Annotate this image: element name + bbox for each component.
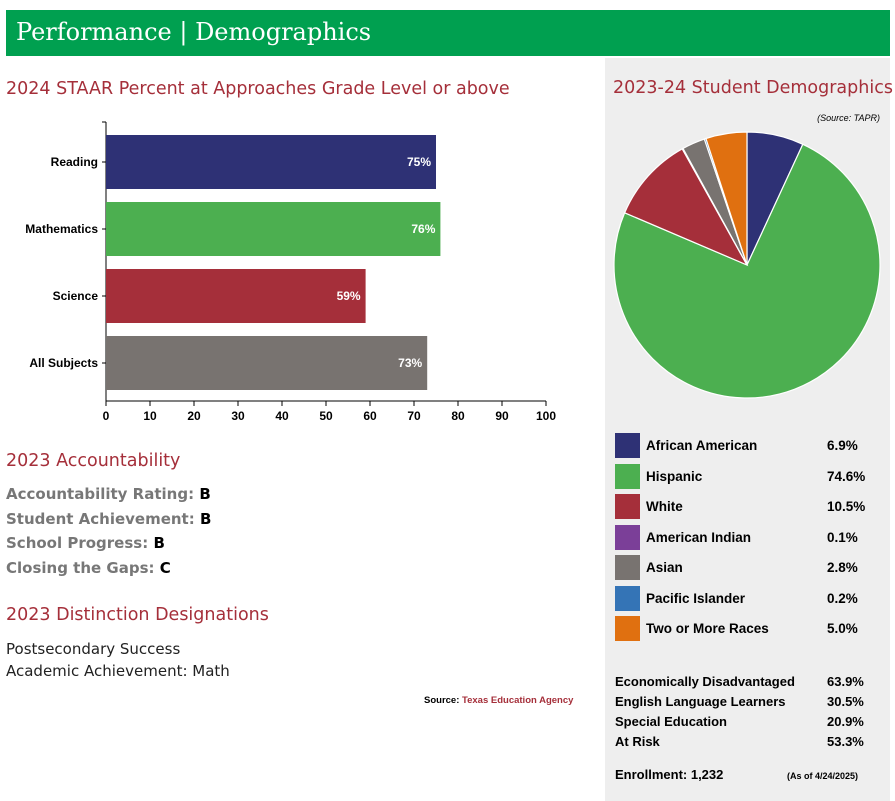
school-progress-row: School Progress: B — [6, 534, 165, 552]
bar-value-label: 76% — [411, 222, 435, 236]
distinction-item: Academic Achievement: Math — [6, 662, 230, 680]
accountability-rating-label: Accountability Rating: — [6, 485, 195, 503]
stat-economically-disadvantaged: Economically Disadvantaged 63.9% — [615, 674, 880, 694]
legend-value: 5.0% — [827, 621, 858, 636]
pie-slice-two-or-more-races — [705, 131, 748, 266]
legend-swatch — [615, 586, 640, 611]
legend-item-white: White 10.5% — [615, 494, 880, 520]
bar-all-subjects — [106, 336, 428, 390]
demographics-pie-chart — [613, 131, 881, 399]
accountability-rating-row: Accountability Rating: B — [6, 485, 211, 503]
stat-value: 53.3% — [827, 734, 864, 749]
pie-slice-hispanic — [613, 143, 881, 399]
x-tick-label: 20 — [187, 409, 201, 423]
legend-swatch — [615, 494, 640, 519]
stat-label: Economically Disadvantaged — [615, 674, 795, 689]
stat-label: Special Education — [615, 714, 727, 729]
legend-item-asian: Asian 2.8% — [615, 555, 880, 581]
source-note: Source: Texas Education Agency — [424, 695, 573, 706]
stat-label: At Risk — [615, 734, 660, 749]
stat-at-risk: At Risk 53.3% — [615, 734, 880, 754]
bar-value-label: 75% — [407, 155, 431, 169]
demographics-panel: 2023-24 Student Demographics (Source: TA… — [605, 58, 893, 801]
student-achievement-row: Student Achievement: B — [6, 510, 211, 528]
enrollment-as-of: (As of 4/24/2025) — [787, 771, 859, 781]
legend-label: Asian — [646, 560, 683, 575]
stat-special-education: Special Education 20.9% — [615, 714, 880, 734]
x-tick-label: 100 — [536, 409, 556, 423]
legend-value: 74.6% — [827, 469, 866, 484]
legend-value: 0.1% — [827, 530, 858, 545]
x-tick-label: 90 — [495, 409, 509, 423]
source-link[interactable]: Texas Education Agency — [462, 695, 574, 706]
enrollment-count: Enrollment: 1,232 — [615, 767, 724, 782]
legend-item-pacific-islander: Pacific Islander 0.2% — [615, 586, 880, 612]
x-tick-label: 0 — [103, 409, 110, 423]
legend-swatch — [615, 616, 640, 641]
legend-label: American Indian — [646, 530, 752, 545]
legend-value: 10.5% — [827, 499, 866, 514]
legend-swatch — [615, 555, 640, 580]
staar-chart-title: 2024 STAAR Percent at Approaches Grade L… — [6, 79, 510, 99]
x-tick-label: 50 — [319, 409, 333, 423]
school-progress-label: School Progress: — [6, 534, 149, 552]
page-title: Performance | Demographics — [16, 18, 372, 46]
x-tick-label: 70 — [407, 409, 421, 423]
legend-item-american-indian: American Indian 0.1% — [615, 525, 880, 551]
bar-science — [106, 269, 366, 323]
demographics-title: 2023-24 Student Demographics — [613, 78, 893, 98]
stat-label: English Language Learners — [615, 694, 786, 709]
pie-slice-white — [623, 148, 749, 267]
legend-item-african-american: African American 6.9% — [615, 433, 880, 459]
stat-value: 30.5% — [827, 694, 864, 709]
closing-gaps-label: Closing the Gaps: — [6, 559, 155, 577]
legend-value: 6.9% — [827, 438, 858, 453]
legend-swatch — [615, 433, 640, 458]
legend-label: Pacific Islander — [646, 591, 746, 606]
legend-label: African American — [646, 438, 758, 453]
x-tick-label: 80 — [451, 409, 465, 423]
category-label: Science — [53, 289, 99, 303]
stat-value: 20.9% — [827, 714, 864, 729]
legend-label: White — [646, 499, 683, 514]
x-tick-label: 30 — [231, 409, 245, 423]
closing-gaps-value: C — [159, 559, 171, 577]
category-label: All Subjects — [29, 356, 98, 370]
bar-mathematics — [106, 202, 441, 256]
bar-reading — [106, 135, 436, 189]
x-tick-label: 40 — [275, 409, 289, 423]
legend-item-two-or-more-races: Two or More Races 5.0% — [615, 616, 880, 642]
tapr-source-note: (Source: TAPR) — [817, 113, 880, 123]
legend-swatch — [615, 525, 640, 550]
distinction-item: Postsecondary Success — [6, 640, 181, 658]
student-achievement-value: B — [199, 510, 212, 528]
x-tick-label: 60 — [363, 409, 377, 423]
source-label: Source: — [424, 695, 460, 706]
legend-label: Hispanic — [646, 469, 703, 484]
closing-gaps-row: Closing the Gaps: C — [6, 559, 171, 577]
header-bar: Performance | Demographics — [6, 10, 890, 56]
legend-value: 2.8% — [827, 560, 858, 575]
accountability-rating-value: B — [199, 485, 211, 503]
legend-swatch — [615, 464, 640, 489]
accountability-title: 2023 Accountability — [6, 451, 181, 471]
school-progress-value: B — [153, 534, 165, 552]
legend-label: Two or More Races — [646, 621, 769, 636]
stat-english-language-learners: English Language Learners 30.5% — [615, 694, 880, 714]
staar-bar-chart: Reading 75% Mathematics 76% Science 59% All Su… — [25, 121, 556, 423]
category-label: Mathematics — [25, 222, 98, 236]
stat-value: 63.9% — [827, 674, 864, 689]
bar-value-label: 73% — [398, 356, 422, 370]
legend-value: 0.2% — [827, 591, 858, 606]
student-achievement-label: Student Achievement: — [6, 510, 195, 528]
distinctions-title: 2023 Distinction Designations — [6, 605, 269, 625]
x-tick-label: 10 — [143, 409, 157, 423]
legend-item-hispanic: Hispanic 74.6% — [615, 464, 880, 490]
bar-value-label: 59% — [337, 289, 361, 303]
category-label: Reading — [51, 155, 98, 169]
